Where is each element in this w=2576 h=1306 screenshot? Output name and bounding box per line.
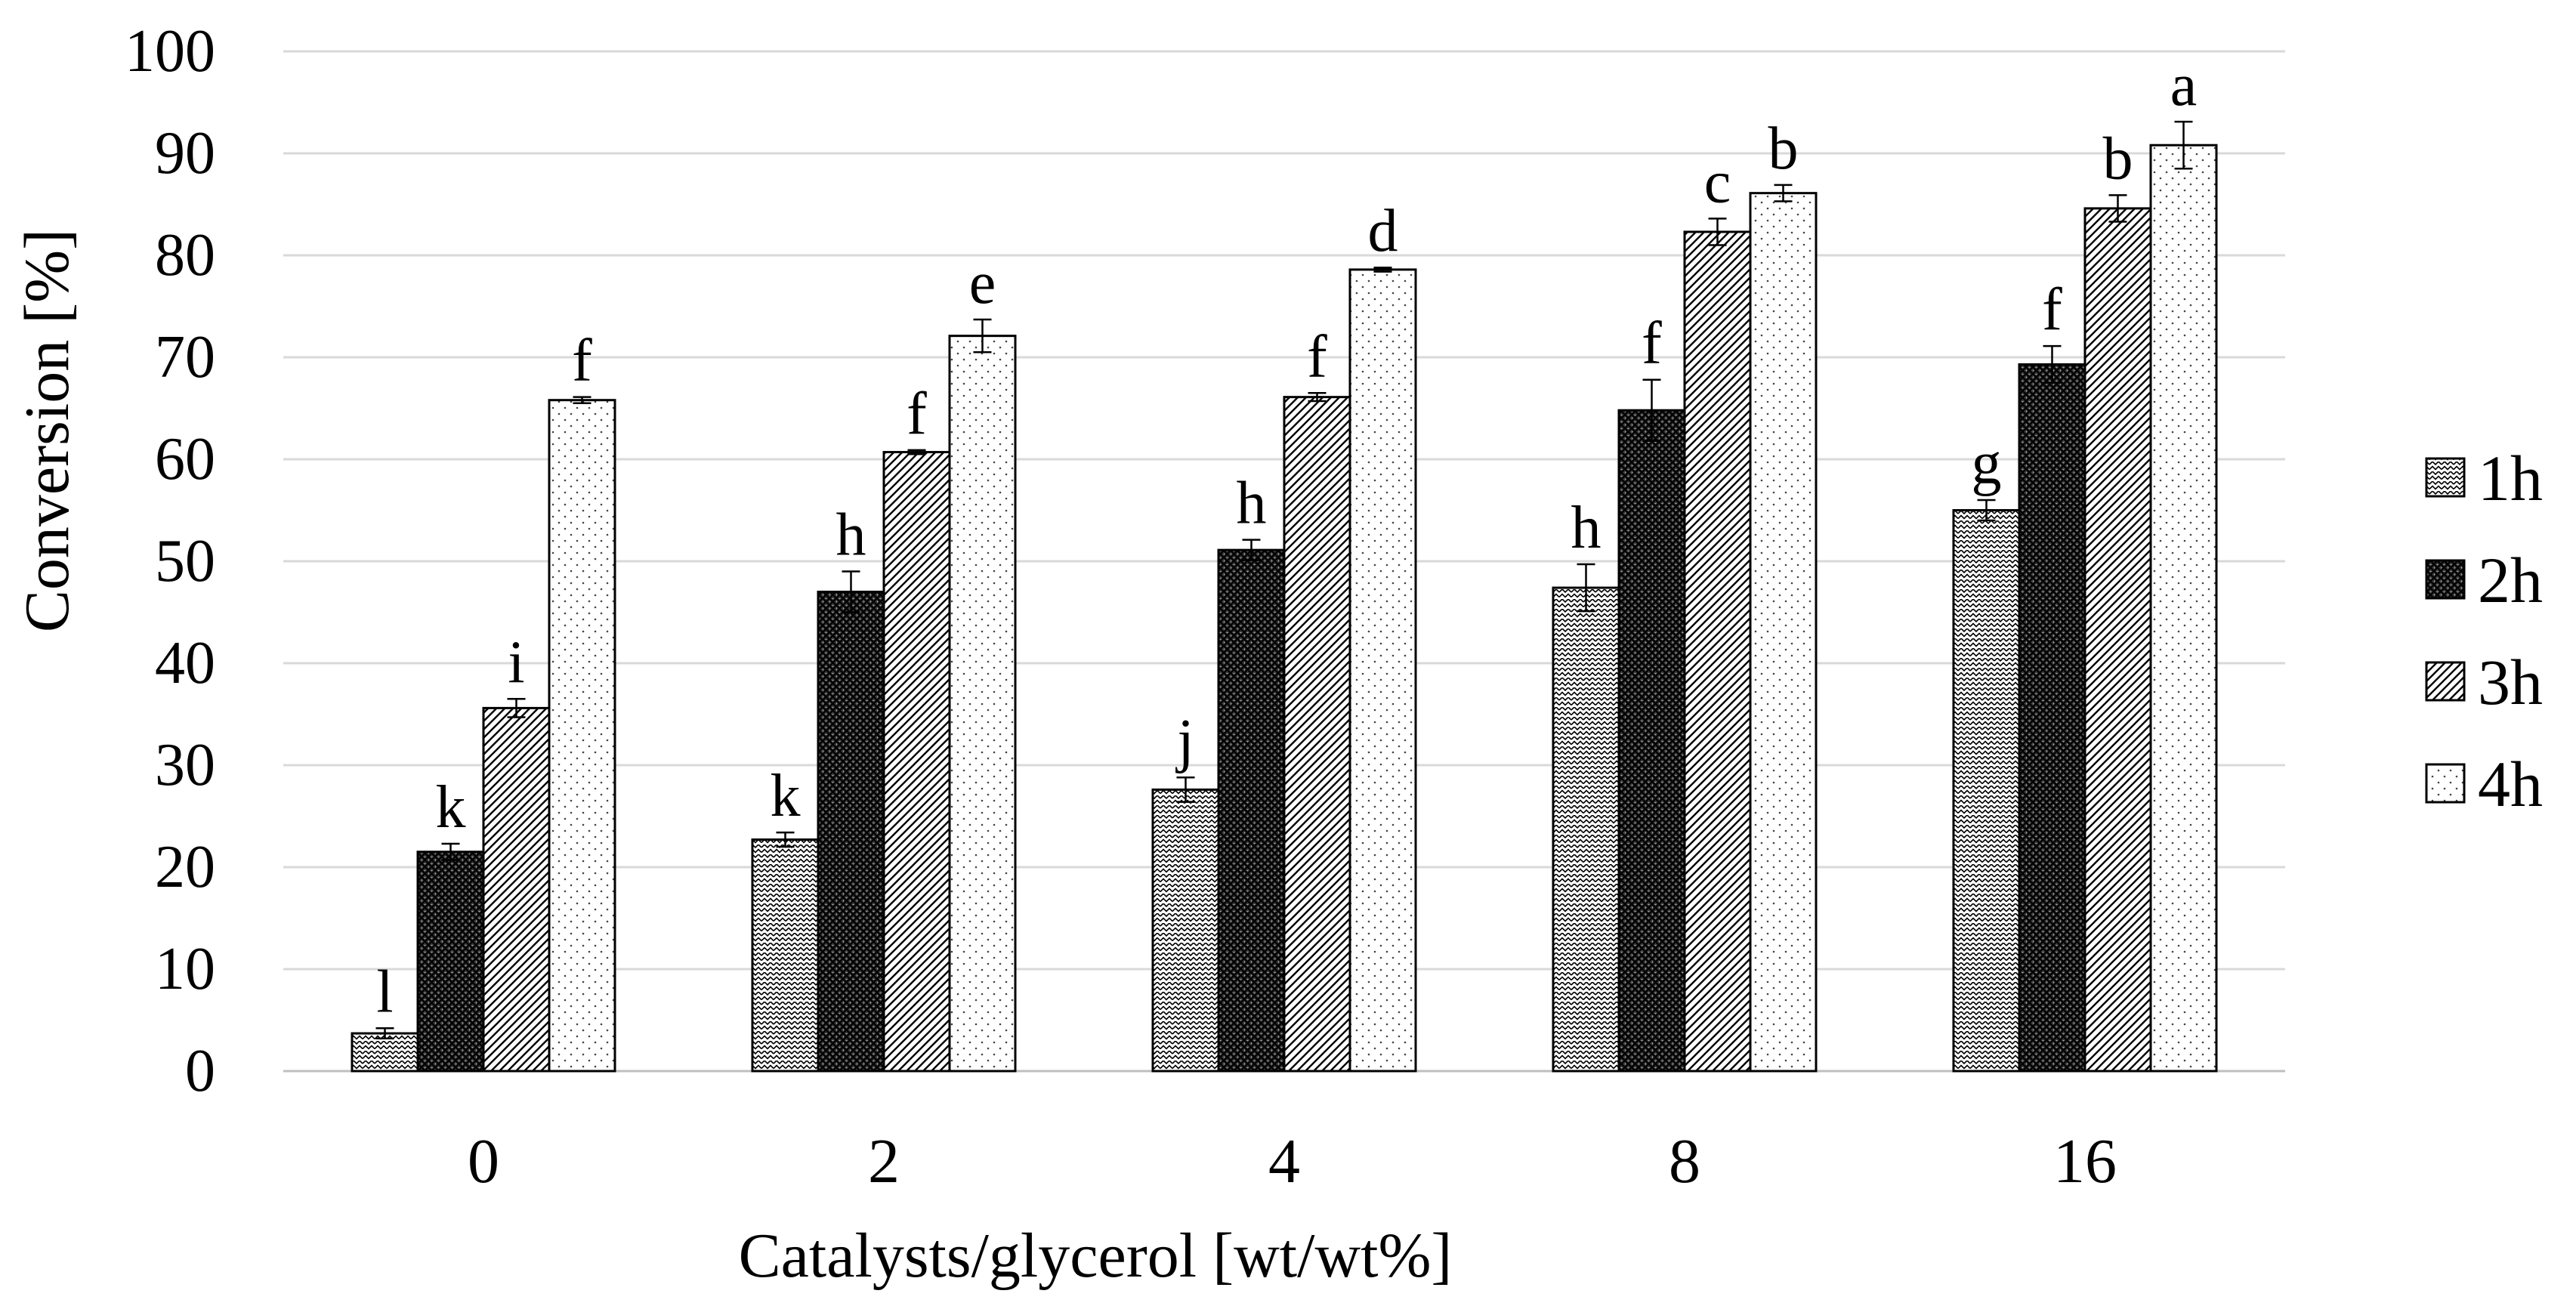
error-bar-1h-8 <box>1577 563 1595 613</box>
x-tick-label: 4 <box>1268 1126 1300 1196</box>
y-tick-label: 60 <box>155 426 215 492</box>
legend-label: 1h <box>2478 442 2543 514</box>
significance-letter: a <box>2170 52 2198 119</box>
error-bar-1h-0 <box>375 1027 394 1040</box>
significance-letter: h <box>836 502 866 569</box>
error-bar-4h-4 <box>1373 266 1392 273</box>
bar-3h-2 <box>882 451 951 1073</box>
error-bar-3h-2 <box>907 449 926 455</box>
y-tick-label: 20 <box>155 834 215 900</box>
bar-2h-2 <box>817 591 885 1073</box>
bar-1h-16 <box>1952 509 2021 1073</box>
error-bar-4h-8 <box>1774 184 1793 202</box>
bar-3h-4 <box>1283 396 1351 1073</box>
bar-2h-8 <box>1617 409 1686 1073</box>
significance-letter: c <box>1704 149 1731 215</box>
significance-letter: g <box>1972 431 2002 497</box>
bar-4h-4 <box>1348 268 1417 1073</box>
bar-3h-0 <box>482 706 551 1073</box>
y-tick-label: 50 <box>155 528 215 594</box>
error-bar-3h-16 <box>2108 194 2127 223</box>
bar-3h-16 <box>2083 207 2152 1073</box>
bar-4h-2 <box>948 335 1017 1073</box>
legend-label: 3h <box>2478 646 2543 718</box>
bar-2h-16 <box>2018 363 2086 1073</box>
bar-4h-0 <box>548 399 616 1073</box>
bars <box>351 144 2218 1073</box>
bar-2h-0 <box>416 851 485 1073</box>
significance-letter: f <box>1642 310 1662 377</box>
bar-4h-16 <box>2149 144 2218 1073</box>
bar-2h-4 <box>1217 548 1286 1073</box>
y-tick-label: 40 <box>155 630 215 696</box>
error-bar-2h-4 <box>1242 539 1261 561</box>
bar-1h-8 <box>1552 586 1620 1073</box>
error-bar-2h-8 <box>1642 378 1661 442</box>
x-tick-label: 16 <box>2053 1126 2117 1196</box>
legend-swatch-4h <box>2425 763 2466 804</box>
legend-item-3h: 3h <box>2425 646 2543 718</box>
error-bar-4h-16 <box>2174 120 2193 170</box>
legend-item-4h: 4h <box>2425 748 2543 820</box>
error-bar-1h-16 <box>1977 499 1996 522</box>
significance-letter: f <box>2042 276 2062 343</box>
y-axis-ticks: 0 10 20 30 40 50 60 70 80 90 100 <box>125 18 215 1104</box>
legend-label: 4h <box>2478 748 2543 820</box>
significance-letter: h <box>1237 471 1267 537</box>
x-tick-label: 0 <box>468 1126 499 1196</box>
significance-letter: l <box>376 959 393 1025</box>
significance-letter: i <box>508 629 524 696</box>
x-axis-label: Catalysts/glycerol [wt/wt%] <box>739 1221 1453 1291</box>
x-tick-label: 8 <box>1669 1126 1700 1196</box>
y-tick-label: 80 <box>155 222 215 289</box>
y-axis-label: Conversion [%] <box>12 229 82 632</box>
y-tick-label: 70 <box>155 324 215 391</box>
significance-letter: k <box>436 774 466 841</box>
significance-letter: f <box>572 328 592 394</box>
significance-letter: k <box>771 763 801 829</box>
bar-1h-4 <box>1151 788 1220 1073</box>
x-axis-ticks: 0 2 4 8 16 <box>468 1126 2117 1196</box>
error-bar-4h-2 <box>973 318 992 354</box>
error-bar-2h-16 <box>2043 344 2062 384</box>
significance-letter: b <box>1768 116 1799 182</box>
error-bar-2h-0 <box>441 842 460 861</box>
x-tick-label: 2 <box>868 1126 900 1196</box>
y-tick-label: 30 <box>155 732 215 798</box>
legend-item-1h: 1h <box>2425 442 2543 514</box>
error-bar-4h-0 <box>573 396 591 404</box>
y-tick-label: 90 <box>155 120 215 187</box>
error-bar-2h-2 <box>842 570 860 613</box>
bar-3h-8 <box>1683 230 1752 1073</box>
significance-letter: b <box>2103 125 2133 192</box>
significance-letter: f <box>907 381 927 447</box>
legend-swatch-1h <box>2425 457 2466 498</box>
error-bar-3h-4 <box>1308 392 1327 403</box>
significance-letter: j <box>1175 708 1194 774</box>
error-bar-1h-2 <box>776 831 795 848</box>
significance-letter: d <box>1368 198 1398 264</box>
legend: 1h 2h 3h 4h <box>2425 442 2543 820</box>
legend-swatch-2h <box>2425 559 2466 600</box>
bar-1h-0 <box>351 1032 419 1073</box>
y-tick-label: 10 <box>155 936 215 1002</box>
bar-1h-2 <box>751 838 820 1073</box>
significance-letter: h <box>1571 495 1602 561</box>
y-tick-label: 0 <box>185 1038 215 1104</box>
error-bar-3h-8 <box>1708 218 1727 246</box>
legend-label: 2h <box>2478 544 2543 616</box>
legend-item-2h: 2h <box>2425 544 2543 616</box>
legend-swatch-3h <box>2425 661 2466 702</box>
significance-letter: f <box>1307 323 1327 390</box>
bar-4h-8 <box>1749 192 1818 1073</box>
error-bar-3h-0 <box>507 698 526 718</box>
error-bar-1h-4 <box>1176 776 1195 803</box>
error-bars <box>375 120 2193 1040</box>
y-tick-label: 100 <box>125 18 215 85</box>
significance-letter: e <box>969 250 996 316</box>
